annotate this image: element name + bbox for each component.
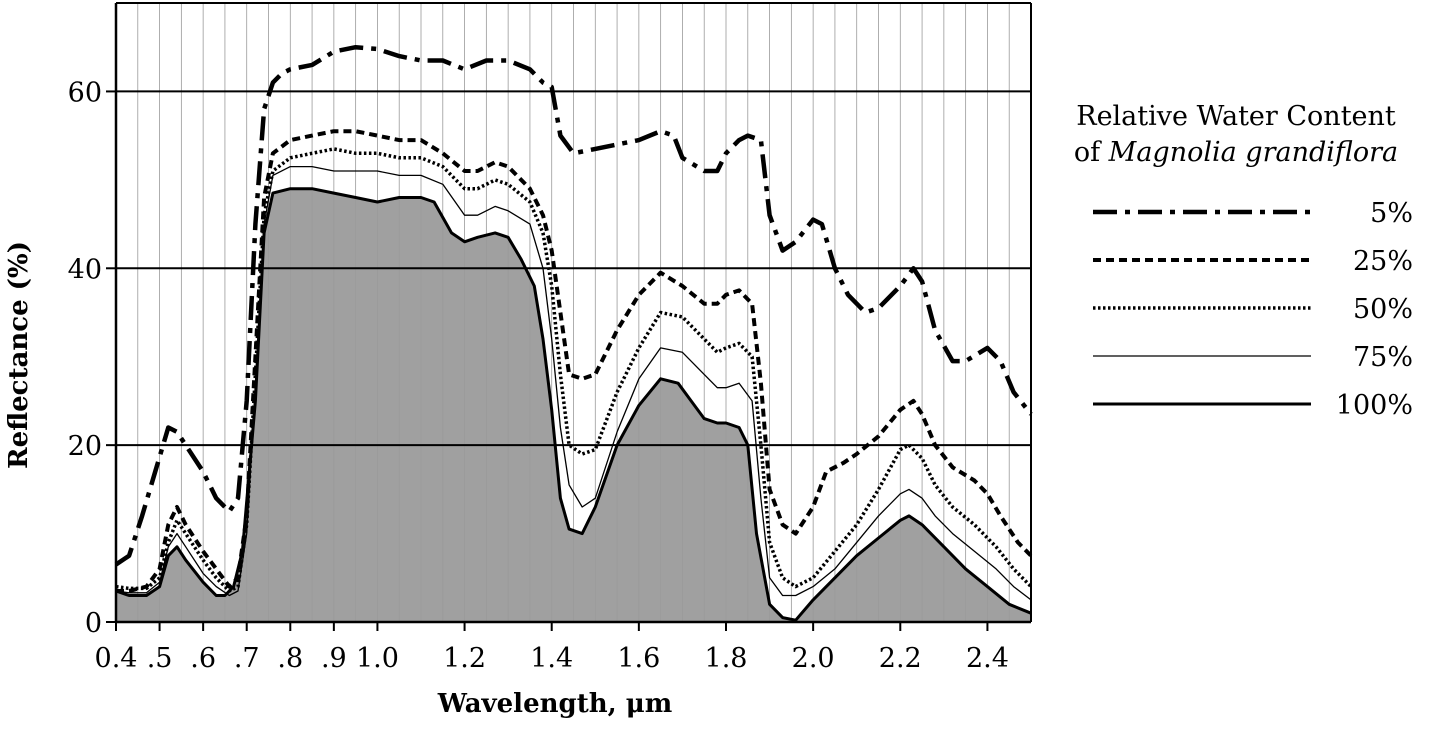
legend-title-species: Magnolia grandiflora [1108, 137, 1399, 168]
legend-title-line2: of Magnolia grandiflora [1074, 137, 1398, 168]
x-tick-label: 2.2 [879, 643, 922, 674]
grid-layer [116, 3, 1031, 622]
fill-layer [116, 188, 1031, 622]
legend-entries: 5% 25% 50% 75% 100% [1093, 198, 1413, 421]
y-tick-label: 40 [68, 254, 102, 285]
legend-label-50pct: 50% [1353, 294, 1413, 325]
y-axis-title: Reflectance (%) [4, 241, 34, 469]
legend-title-prefix: of [1074, 137, 1109, 168]
legend-label-75pct: 75% [1353, 342, 1413, 373]
series-line-5pct [114, 44, 1033, 567]
legend: Relative Water Content of Magnolia grand… [1074, 101, 1413, 421]
x-tick-label: 2.4 [966, 643, 1009, 674]
tick-layer: 0.4 .5 .6 .7 .8 .9 1.0 1.2 1.4 1.6 1.8 2.0 2.2 2.4 0 20… [68, 77, 1009, 674]
x-tick-label: 1.4 [530, 643, 573, 674]
x-tick-label: .5 [147, 643, 173, 674]
x-tick-label: 1.2 [443, 643, 486, 674]
series-layer [114, 44, 1033, 622]
series-line-75pct [115, 165, 1032, 601]
x-tick-label: 0.4 [95, 643, 138, 674]
x-tick-label: 1.6 [617, 643, 660, 674]
x-axis-title: Wavelength, μm [437, 689, 673, 719]
legend-label-5pct: 5% [1370, 198, 1413, 229]
y-tick-label: 0 [85, 608, 102, 639]
x-tick-label: .7 [234, 643, 260, 674]
x-tick-label: 2.0 [792, 643, 835, 674]
x-tick-label: 1.8 [705, 643, 748, 674]
area-fill-100 [116, 188, 1031, 622]
legend-title-line1: Relative Water Content [1076, 101, 1396, 132]
frame-layer [114, 2, 1032, 624]
x-tick-label: 1.0 [356, 643, 399, 674]
series-line-50pct [115, 147, 1033, 593]
legend-label-100pct: 100% [1336, 390, 1413, 421]
x-tick-label: .9 [321, 643, 347, 674]
series-line-100pct [115, 187, 1032, 622]
y-tick-label: 60 [68, 77, 102, 108]
x-tick-label: .6 [190, 643, 216, 674]
x-tick-label: .8 [277, 643, 303, 674]
legend-label-25pct: 25% [1353, 246, 1413, 277]
y-tick-label: 20 [68, 431, 102, 462]
